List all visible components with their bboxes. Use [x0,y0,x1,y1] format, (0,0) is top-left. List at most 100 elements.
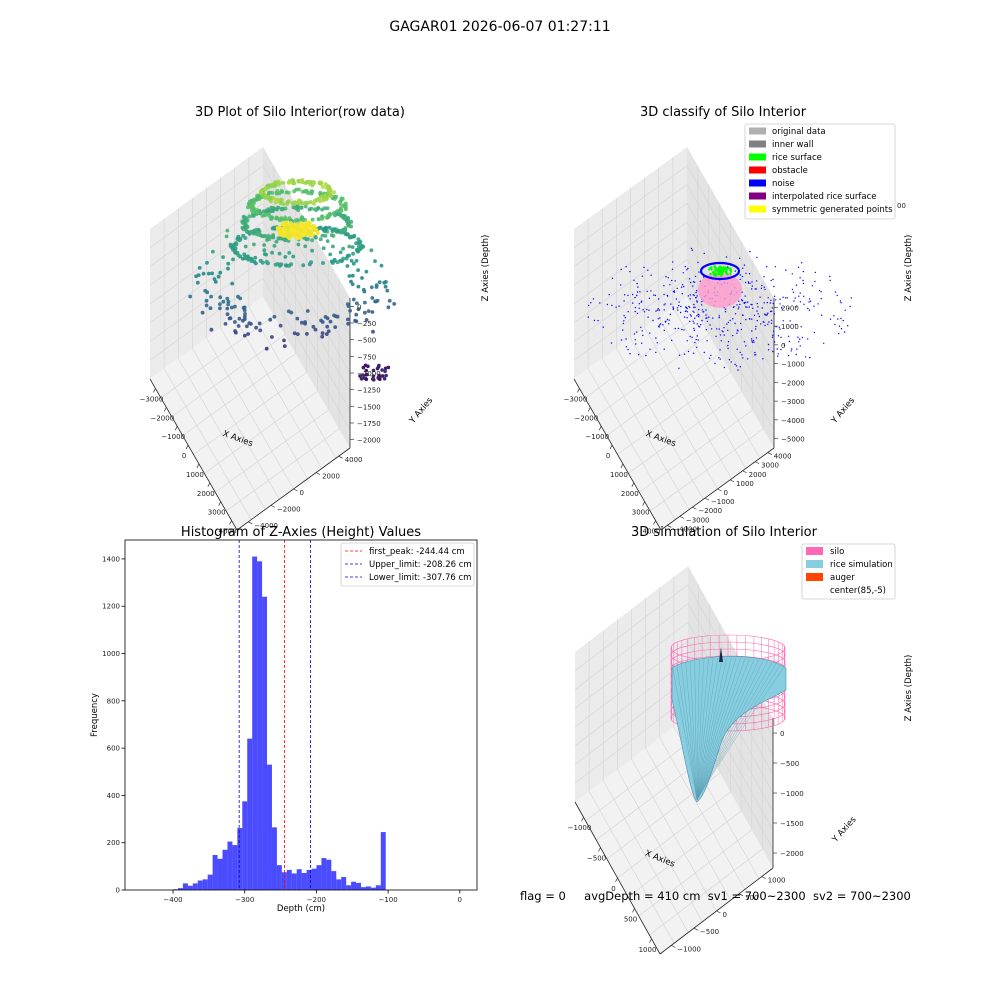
p2-x-axis [573,378,662,531]
p2-xtick [631,482,635,487]
p2-noise-point [663,309,665,311]
p2-noise-point [658,324,661,326]
p1-point [263,195,268,200]
p2-noise-point [844,309,846,311]
p2-rice-surface-point [716,269,719,273]
p1-grid [262,221,351,374]
p1-point [246,332,251,336]
p2-grid [628,391,742,474]
p1-point [320,233,325,238]
rice-mesh-line [696,658,718,801]
p2-noise-point [705,329,707,331]
p2-noise-point [697,325,700,327]
p2-noise-point [811,285,814,287]
p2-noise-point [610,342,613,344]
p2-noise-point [747,301,749,303]
p2-rice-surface-point [722,269,725,273]
p2-noise-point [725,256,728,258]
p1-point [312,224,317,229]
p1-point [289,310,294,315]
panel2-ylabel: Y Axies [829,395,857,426]
p2-noise-point [756,310,758,312]
p1-point [303,180,308,185]
p2-noise-point [639,291,641,293]
p2-noise-point [761,307,763,309]
p2-noise-point [742,357,744,359]
p2-noise-point [636,312,639,315]
p2-noise-point [727,321,730,324]
p2-noise-point [755,337,758,339]
p2-noise-point [723,366,726,369]
p2-noise-point [808,301,810,303]
p1-point [297,187,301,192]
p2-noise-point [685,306,687,308]
p2-rice-surface-point [720,271,723,274]
p2-noise-point [682,272,684,274]
sv2-text: sv2 = 700~2300 [812,889,911,903]
p2-noise-point [696,315,698,317]
p2-noise-point [695,297,697,299]
p2-noise-point [791,348,793,350]
p1-point [300,232,305,237]
p2-noise-point [744,281,747,284]
p1-point [226,261,231,266]
p2-noise-point [715,335,717,338]
p2-rice-surface-point [713,274,716,277]
p1-point [283,263,288,268]
p2-xtick-label: −3000 [564,395,588,403]
p1-point [234,330,238,335]
p2-xtick [609,444,613,450]
p1-point [355,249,360,254]
p1-point [346,321,350,326]
p2-noise-point [820,291,822,293]
p1-point [256,195,261,200]
p1-ytick-label: −2000 [277,505,301,513]
p1-point [384,280,388,284]
p1-point [269,205,274,210]
p2-noise-point [696,346,698,348]
histogram-bar [301,872,307,890]
p2-noise-point [656,309,659,311]
p2-noise-point [692,320,694,322]
rice-mesh-line [694,660,698,801]
p2-noise-point [687,267,689,270]
p1-point [292,331,297,336]
p2-noise-point [636,294,638,297]
p2-ytick [742,470,747,474]
p2-legend-frame [744,123,896,220]
histogram-ytick-label: 800 [107,697,120,705]
histogram-bar [276,865,282,890]
p2-noise-point [696,300,698,302]
rice-mesh-line [696,659,705,801]
p2-noise-point [724,311,727,313]
p2-noise-point [689,314,692,316]
p2-noise-point [647,316,649,318]
p2-noise-point [632,293,634,296]
p2-noise-point [840,317,842,320]
p2-noise-point [710,354,712,357]
p1-point [377,363,381,368]
p2-noise-point [666,318,669,321]
p2-noise-point [629,270,631,273]
p2-noise-point [800,326,802,328]
p1-point [205,260,209,265]
rice-mesh-line [696,659,755,801]
p1-point [361,287,366,292]
p2-noise-point [683,353,686,355]
p2-noise-point [672,306,674,308]
p2-noise-point [787,335,790,337]
histogram-ytick-label: 0 [116,887,120,895]
p1-point [363,300,367,305]
p1-point [355,301,359,306]
p2-noise-point [641,330,643,332]
p2-rice-surface-point [710,268,713,271]
p2-noise-point [671,268,674,270]
p2-noise-point [718,315,720,317]
rice-mesh-line [696,658,736,801]
histogram-bar [341,876,347,890]
p2-grid [616,348,704,500]
p4-ytick [671,945,676,948]
p1-point [264,259,269,264]
p2-noise-point [745,272,747,275]
p2-noise-point [748,273,751,275]
